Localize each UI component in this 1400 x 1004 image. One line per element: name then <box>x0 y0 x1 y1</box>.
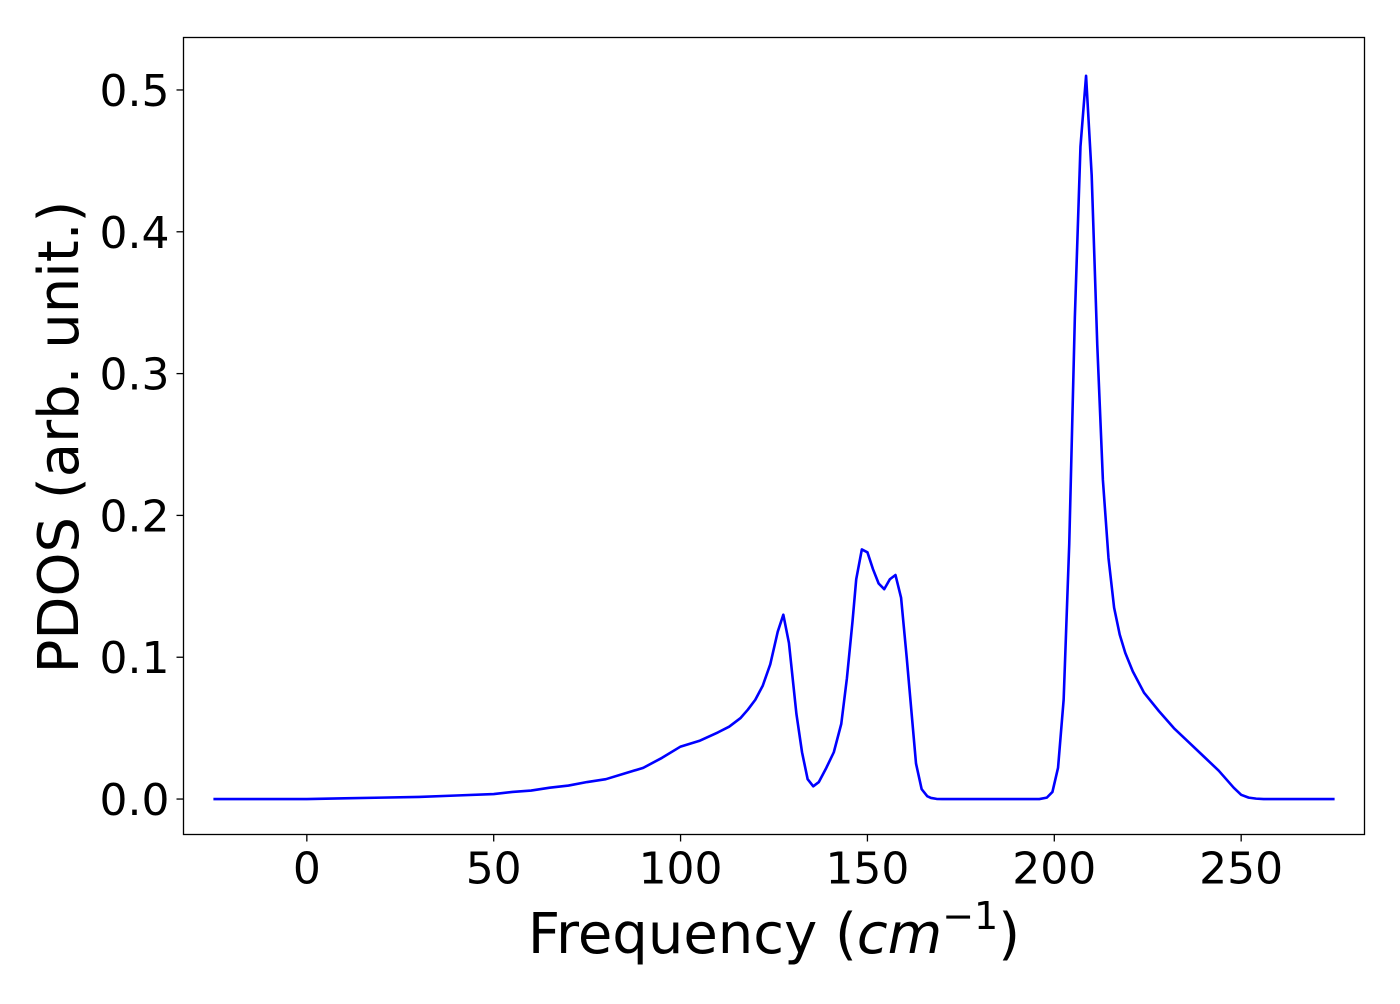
plot-frame <box>182 36 1366 836</box>
x-axis-label: Frequency (cm−1) <box>528 894 1020 967</box>
y-axis-label: PDOS (arb. unit.) <box>27 201 92 674</box>
y-tick-label: 0.3 <box>100 350 170 401</box>
x-tick-label: 0 <box>293 844 321 895</box>
y-tick-label: 0.4 <box>100 208 170 259</box>
x-tick-label: 50 <box>466 844 522 895</box>
series-line-0 <box>213 74 1335 801</box>
y-tick-label: 0.5 <box>100 66 170 117</box>
x-axis-label-suffix: ) <box>998 902 1020 967</box>
x-axis-label-prefix: Frequency ( <box>528 902 857 967</box>
x-tick-label: 150 <box>825 844 909 895</box>
x-tick-label: 200 <box>1012 844 1096 895</box>
plot-layer <box>213 74 1335 801</box>
x-tick-label: 100 <box>639 844 723 895</box>
x-tick-label: 250 <box>1199 844 1283 895</box>
x-axis-label-exponent: −1 <box>942 894 998 938</box>
y-tick-label: 0.0 <box>100 775 170 826</box>
y-tick-label: 0.2 <box>100 491 170 542</box>
tick-layer: 0 50 100 150 200 250 0.0 0.1 0.2 0.3 0.4 0.5 <box>100 66 1284 895</box>
x-axis-label-unit: cm <box>857 902 942 967</box>
y-tick-label: 0.1 <box>100 633 170 684</box>
